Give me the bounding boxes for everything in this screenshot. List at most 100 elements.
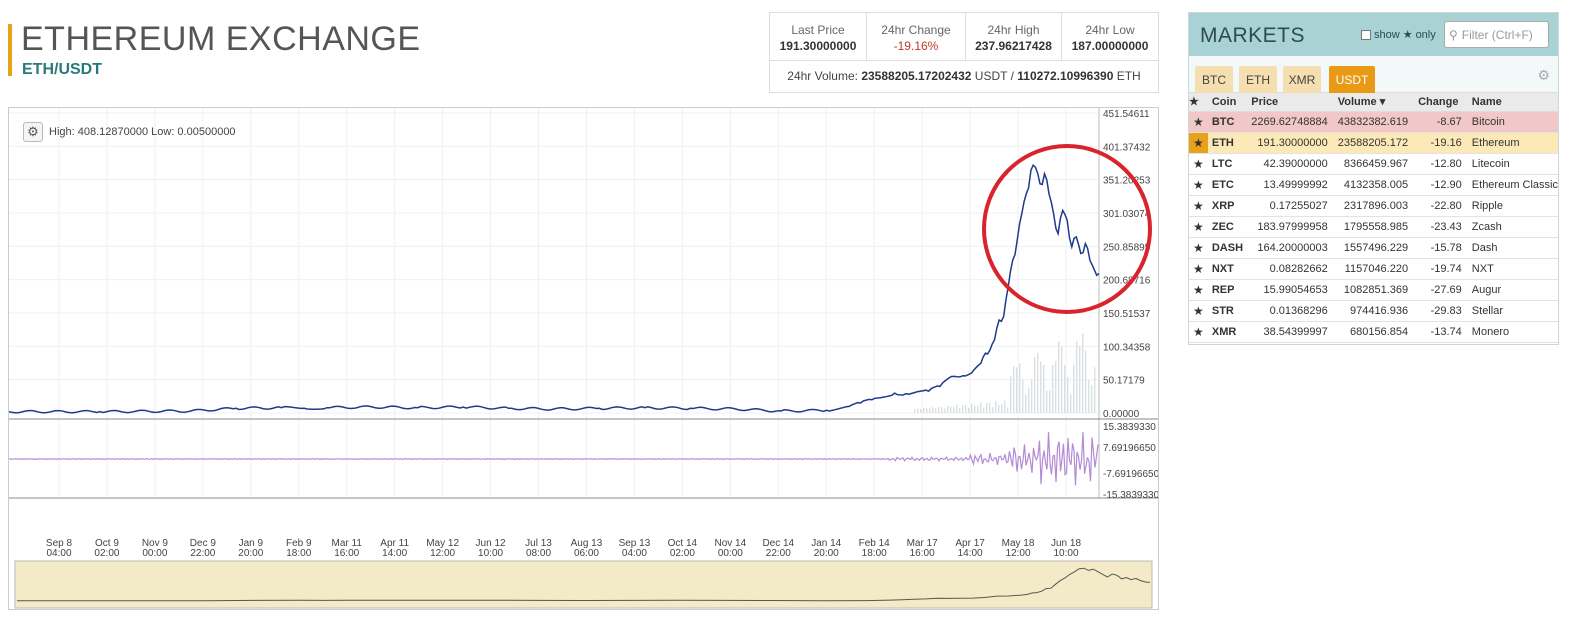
volume-bar bbox=[1088, 379, 1090, 413]
market-price: 15.99054653 bbox=[1247, 279, 1334, 301]
page-title: ETHEREUM EXCHANGE bbox=[21, 20, 421, 58]
markets-table: ★ Coin Price Volume ▾ Change Name ★ BTC 22… bbox=[1189, 93, 1558, 343]
x-axis-time-label: 22:00 bbox=[766, 548, 791, 559]
change-column-header[interactable]: Change bbox=[1414, 93, 1468, 112]
show-starred-toggle[interactable]: show ★ only bbox=[1361, 28, 1436, 41]
market-row[interactable]: ★ BTC 2269.62748884 43832382.619 -8.67 Bitcoi… bbox=[1189, 111, 1558, 133]
x-axis-date-label: May 12 bbox=[426, 538, 459, 549]
volume-bar bbox=[1040, 361, 1042, 413]
sort-desc-icon: ▾ bbox=[1379, 96, 1386, 109]
oscillator-tick-label: -7.69196650 bbox=[1103, 469, 1158, 480]
market-row[interactable]: ★ XMR 38.54399997 680156.854 -13.74 Monero bbox=[1189, 321, 1558, 343]
price-tick-label: 200.68716 bbox=[1103, 276, 1151, 287]
market-tabs: BTC ETH XMR USDT ⚙ bbox=[1189, 56, 1558, 93]
tab-btc[interactable]: BTC bbox=[1195, 66, 1233, 93]
volume-bar bbox=[926, 408, 928, 413]
x-axis-time-label: 22:00 bbox=[190, 548, 215, 559]
volume-label: 24hr Volume: bbox=[787, 69, 858, 83]
market-row[interactable]: ★ REP 15.99054653 1082851.369 -27.69 Augur bbox=[1189, 279, 1558, 301]
market-volume: 23588205.172 bbox=[1333, 132, 1415, 154]
chart-settings-gear-icon[interactable]: ⚙ bbox=[23, 122, 43, 142]
volume-bar bbox=[932, 407, 934, 413]
market-change: -8.67 bbox=[1414, 111, 1468, 133]
volume-bar bbox=[920, 408, 922, 413]
favorite-star-icon[interactable]: ★ bbox=[1189, 195, 1208, 217]
change-value: -19.16% bbox=[893, 39, 939, 53]
market-row[interactable]: ★ ZEC 183.97999958 1795558.985 -23.43 Zcash bbox=[1189, 216, 1558, 238]
tab-usdt[interactable]: USDT bbox=[1329, 66, 1375, 93]
x-axis-date-label: May 18 bbox=[1002, 538, 1035, 549]
market-price: 0.01368296 bbox=[1247, 300, 1334, 322]
volume-bar bbox=[1019, 363, 1021, 413]
x-axis-date-label: Apr 11 bbox=[380, 538, 409, 549]
price-chart[interactable]: 451.54611 401.37432 351.20253 301.03074 250.… bbox=[8, 107, 1159, 610]
last-price-stat: Last Price 191.30000000 bbox=[770, 13, 867, 60]
x-axis-time-label: 08:00 bbox=[526, 548, 551, 559]
x-axis-date-label: Oct 14 bbox=[668, 538, 698, 549]
volume-bar bbox=[953, 406, 955, 413]
markets-table-header: ★ Coin Price Volume ▾ Change Name bbox=[1189, 93, 1558, 112]
x-axis-time-label: 18:00 bbox=[862, 548, 887, 559]
market-row[interactable]: ★ ETC 13.49999992 4132358.005 -12.90 Ethereum… bbox=[1189, 174, 1558, 196]
volume-bar bbox=[1049, 390, 1051, 413]
change-stat: 24hr Change -19.16% bbox=[867, 13, 966, 60]
market-row[interactable]: ★ STR 0.01368296 974416.936 -29.83 Stellar bbox=[1189, 300, 1558, 322]
favorite-star-icon[interactable]: ★ bbox=[1189, 132, 1208, 154]
price-tick-label: 50.17179 bbox=[1103, 376, 1145, 387]
market-change: -22.80 bbox=[1414, 195, 1468, 217]
oscillator-tick-label: -15.3839330 bbox=[1103, 490, 1158, 501]
x-axis-date-label: Jan 9 bbox=[239, 538, 264, 549]
volume-bar bbox=[998, 404, 1000, 413]
volume-bar bbox=[1064, 365, 1066, 413]
volume-bar bbox=[1082, 333, 1084, 413]
x-axis-time-label: 14:00 bbox=[382, 548, 407, 559]
market-row[interactable]: ★ DASH 164.20000003 1557496.229 -15.78 Dash bbox=[1189, 237, 1558, 259]
market-change: -27.69 bbox=[1414, 279, 1468, 301]
market-name: Ethereum bbox=[1467, 132, 1558, 154]
market-filter-input[interactable]: ⚲ Filter (Ctrl+F) bbox=[1444, 21, 1549, 48]
volume-eth: 110272.10996390 bbox=[1017, 69, 1114, 83]
volume-bar bbox=[929, 408, 931, 413]
markets-settings-gear-icon[interactable]: ⚙ bbox=[1537, 67, 1550, 83]
market-row[interactable]: ★ XRP 0.17255027 2317896.003 -22.80 Ripple bbox=[1189, 195, 1558, 217]
x-axis-time-label: 10:00 bbox=[1053, 548, 1078, 559]
favorite-star-icon[interactable]: ★ bbox=[1189, 321, 1208, 343]
market-row[interactable]: ★ LTC 42.39000000 8366459.967 -12.80 Litecoin bbox=[1189, 153, 1558, 175]
oscillator-line bbox=[9, 432, 1099, 486]
market-coin: LTC bbox=[1207, 153, 1248, 175]
favorite-star-icon[interactable]: ★ bbox=[1189, 300, 1208, 322]
favorite-star-icon[interactable]: ★ bbox=[1189, 174, 1208, 196]
favorite-star-icon[interactable]: ★ bbox=[1189, 237, 1208, 259]
x-axis-date-label: Mar 17 bbox=[907, 538, 939, 549]
favorite-star-icon[interactable]: ★ bbox=[1189, 258, 1208, 280]
favorite-star-icon[interactable]: ★ bbox=[1189, 216, 1208, 238]
market-price: 2269.62748884 bbox=[1247, 111, 1334, 133]
show-starred-checkbox[interactable] bbox=[1361, 29, 1371, 40]
eth-unit: ETH bbox=[1116, 69, 1141, 83]
market-row[interactable]: ★ NXT 0.08282662 1157046.220 -19.74 NXT bbox=[1189, 258, 1558, 280]
market-coin: XRP bbox=[1207, 195, 1248, 217]
x-axis-date-label: Nov 9 bbox=[142, 538, 169, 549]
market-row[interactable]: ★ ETH 191.30000000 23588205.172 -19.16 Ethere… bbox=[1189, 132, 1558, 154]
favorite-star-icon[interactable]: ★ bbox=[1189, 153, 1208, 175]
x-axis-date-label: Sep 13 bbox=[619, 538, 651, 549]
favorite-star-icon[interactable]: ★ bbox=[1189, 279, 1208, 301]
x-axis-time-label: 18:00 bbox=[286, 548, 311, 559]
x-axis-date-label: Mar 11 bbox=[332, 538, 363, 549]
tab-eth[interactable]: ETH bbox=[1239, 66, 1277, 93]
trading-pair: ETH/USDT bbox=[22, 61, 102, 78]
tab-xmr[interactable]: XMR bbox=[1283, 66, 1321, 93]
coin-column-header[interactable]: Coin bbox=[1207, 93, 1248, 112]
x-axis-date-label: Oct 9 bbox=[95, 538, 119, 549]
volume-bar bbox=[938, 407, 940, 413]
star-column-icon[interactable]: ★ bbox=[1189, 93, 1208, 112]
favorite-star-icon[interactable]: ★ bbox=[1189, 111, 1208, 133]
ticker-stats-box: Last Price 191.30000000 24hr Change -19.… bbox=[769, 12, 1159, 93]
star-icon: ★ bbox=[1402, 29, 1413, 41]
name-column-header[interactable]: Name bbox=[1467, 93, 1558, 112]
volume-column-header[interactable]: Volume ▾ bbox=[1333, 93, 1415, 112]
volume-bar bbox=[950, 406, 952, 413]
price-column-header[interactable]: Price bbox=[1247, 93, 1334, 112]
market-change: -19.16 bbox=[1414, 132, 1468, 154]
market-name: Augur bbox=[1467, 279, 1558, 301]
